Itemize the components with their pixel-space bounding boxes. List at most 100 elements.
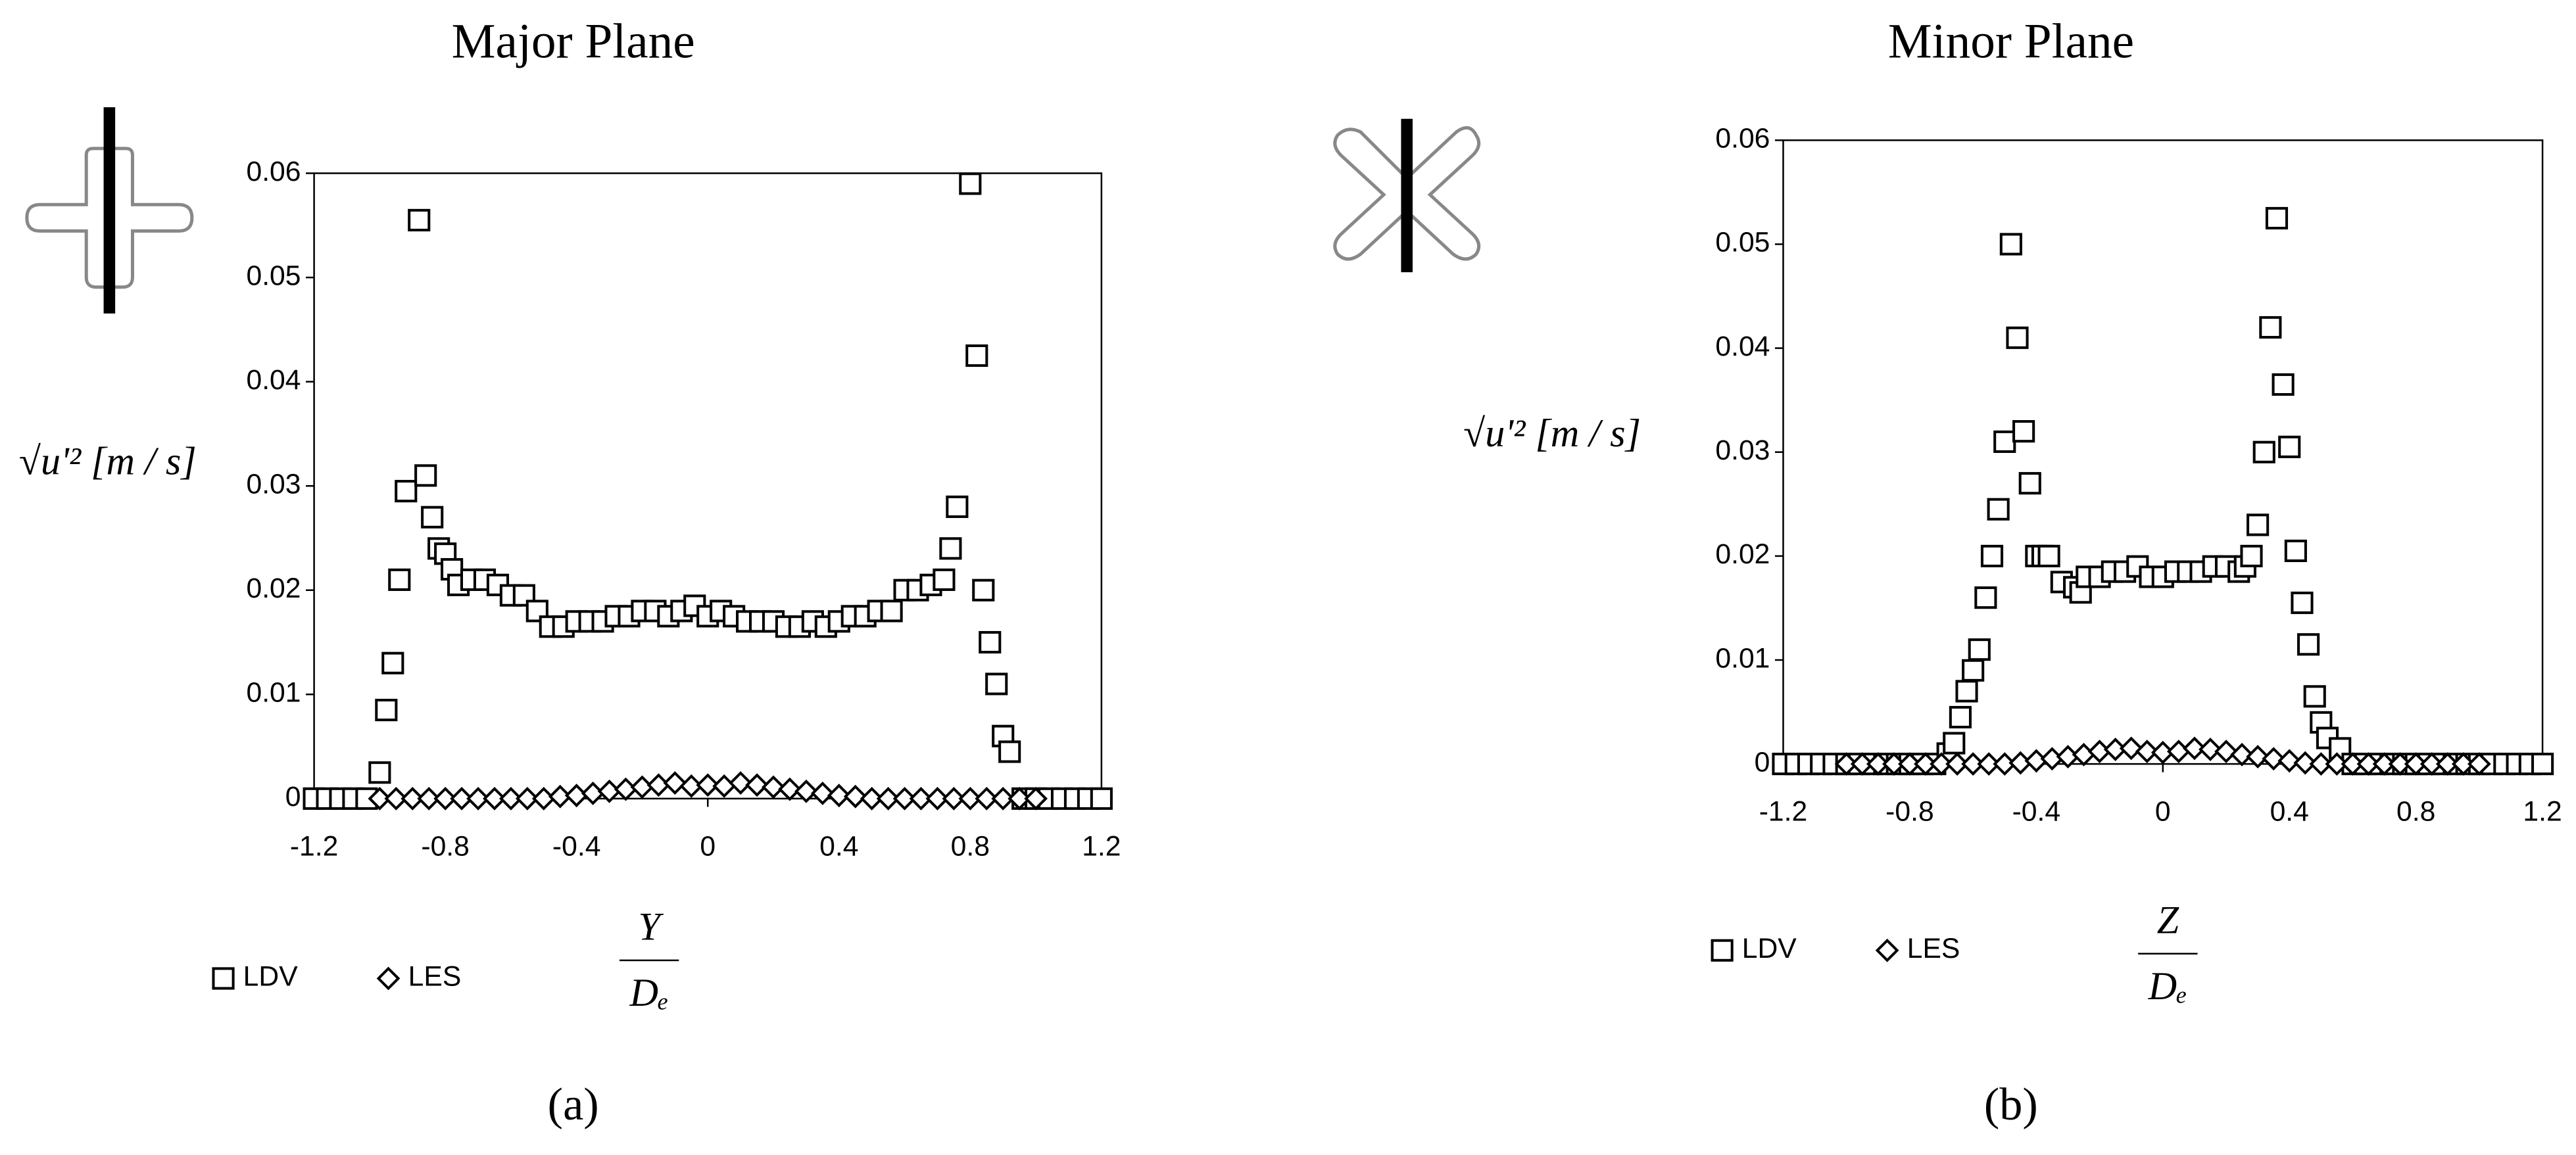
diamond-marker bbox=[2135, 740, 2159, 764]
diamond-marker bbox=[712, 774, 737, 798]
square-marker bbox=[998, 740, 1021, 763]
diamond-marker bbox=[2356, 752, 2381, 776]
diamond-marker bbox=[2214, 740, 2238, 764]
legend-marker bbox=[1711, 939, 1734, 962]
legend-label: LES bbox=[408, 961, 462, 993]
square-marker bbox=[2297, 633, 2320, 656]
diamond-marker bbox=[810, 782, 835, 805]
diamond-marker bbox=[1008, 786, 1032, 811]
legend-marker bbox=[212, 967, 235, 990]
square-marker bbox=[368, 761, 391, 784]
square-marker bbox=[395, 480, 418, 503]
square-marker bbox=[2278, 435, 2301, 458]
y-tick-label: 0 bbox=[285, 781, 301, 813]
x-tick-label: -0.8 bbox=[1885, 796, 1934, 828]
diamond-marker bbox=[2230, 742, 2254, 766]
x-tick-label: 0.8 bbox=[2396, 796, 2435, 828]
diamond-marker bbox=[1961, 752, 1985, 776]
diamond-marker bbox=[958, 786, 983, 811]
square-marker bbox=[1974, 586, 1997, 609]
square-marker bbox=[2272, 373, 2295, 396]
diamond-marker bbox=[745, 773, 769, 797]
square-marker bbox=[375, 699, 398, 722]
x-tick-label: -0.4 bbox=[552, 830, 601, 862]
diamond-marker bbox=[843, 784, 867, 809]
square-marker bbox=[2531, 753, 2554, 776]
y-tick-label: 0.03 bbox=[246, 468, 301, 500]
y-tick-label: 0.02 bbox=[246, 573, 301, 604]
caption: (b) bbox=[1984, 1079, 2038, 1130]
diamond-marker bbox=[2419, 752, 2444, 776]
diamond-marker bbox=[1914, 752, 1937, 776]
x-tick-label: 0.4 bbox=[819, 830, 858, 862]
legend-marker bbox=[376, 966, 401, 991]
diamond-marker bbox=[2293, 751, 2318, 775]
legend-label: LDV bbox=[1742, 933, 1797, 964]
diamond-marker bbox=[1945, 752, 1970, 776]
square-marker bbox=[434, 542, 457, 565]
x-tick-label: 0.8 bbox=[951, 830, 990, 862]
square-marker bbox=[965, 344, 988, 367]
diamond-marker bbox=[2435, 752, 2460, 776]
plot-frame bbox=[1782, 139, 2544, 765]
square-marker bbox=[979, 630, 1002, 654]
diamond-marker bbox=[1898, 752, 1922, 776]
diamond-marker bbox=[876, 786, 900, 811]
square-marker bbox=[1943, 732, 1966, 755]
x-label-denominator: Dₑ bbox=[2148, 964, 2187, 1008]
y-axis-label: √u'² [m / s] bbox=[1463, 412, 1641, 456]
diamond-marker bbox=[2372, 752, 2396, 776]
square-marker bbox=[414, 464, 437, 487]
diamond-marker bbox=[2246, 745, 2270, 768]
y-tick-label: 0.06 bbox=[246, 156, 301, 187]
diamond-marker bbox=[663, 771, 687, 795]
diamond-marker bbox=[433, 786, 458, 811]
diamond-marker bbox=[417, 786, 441, 811]
x-tick-label: 1.2 bbox=[1082, 830, 1121, 862]
square-marker bbox=[2247, 513, 2270, 536]
square-marker bbox=[512, 584, 535, 607]
diamond-marker bbox=[827, 784, 851, 807]
diamond-marker bbox=[2199, 738, 2222, 761]
square-marker bbox=[2240, 544, 2263, 567]
square-marker bbox=[381, 651, 404, 674]
x-label-denominator: Dₑ bbox=[629, 971, 668, 1015]
square-marker bbox=[2012, 420, 2035, 443]
diamond-marker bbox=[2072, 742, 2096, 766]
square-marker bbox=[939, 537, 962, 560]
diamond-marker bbox=[2183, 736, 2206, 761]
y-tick-label: 0.03 bbox=[1715, 435, 1770, 466]
diamond-marker bbox=[2451, 752, 2475, 776]
diamond-marker bbox=[942, 786, 966, 811]
square-marker bbox=[972, 578, 995, 601]
diamond-marker bbox=[515, 786, 539, 811]
diamond-marker bbox=[778, 777, 802, 801]
x-tick-label: -1.2 bbox=[290, 830, 339, 862]
diamond-marker bbox=[909, 786, 933, 811]
caption: (a) bbox=[548, 1079, 599, 1130]
diamond-marker bbox=[892, 786, 917, 811]
square-marker bbox=[1090, 787, 1113, 810]
x-tick-label: 0 bbox=[2155, 796, 2171, 828]
diamond-marker bbox=[2277, 749, 2302, 773]
diamond-marker bbox=[2309, 752, 2333, 776]
square-marker bbox=[946, 495, 969, 518]
diamond-marker bbox=[925, 786, 950, 811]
diamond-marker bbox=[1834, 752, 1859, 776]
diamond-marker bbox=[1977, 752, 2001, 776]
diamond-marker bbox=[696, 773, 720, 797]
diamond-marker bbox=[384, 786, 408, 811]
diamond-marker bbox=[1882, 752, 1906, 776]
nozzle-icon bbox=[25, 107, 194, 314]
diamond-marker bbox=[2166, 740, 2191, 764]
diamond-marker bbox=[368, 786, 392, 811]
diamond-marker bbox=[2119, 736, 2143, 761]
diamond-marker bbox=[499, 786, 523, 811]
diamond-marker bbox=[401, 786, 425, 811]
diamond-marker bbox=[1850, 752, 1874, 776]
y-tick-label: 0.02 bbox=[1715, 538, 1770, 570]
square-marker bbox=[1955, 680, 1978, 703]
diamond-marker bbox=[2404, 752, 2428, 776]
diamond-marker bbox=[450, 786, 474, 811]
